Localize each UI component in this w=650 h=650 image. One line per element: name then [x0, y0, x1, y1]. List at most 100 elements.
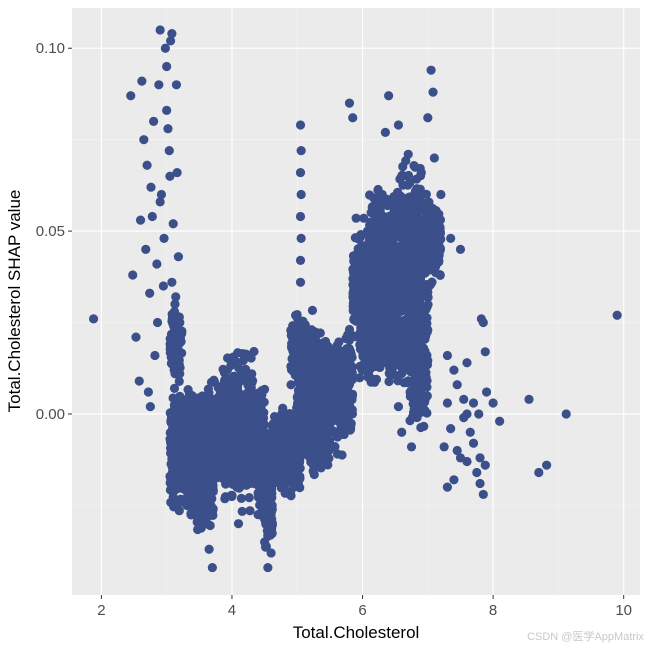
data-point — [218, 429, 228, 439]
data-point — [166, 412, 177, 423]
data-point — [395, 279, 405, 289]
data-point — [306, 457, 316, 467]
data-point — [194, 506, 204, 517]
data-point — [201, 399, 212, 409]
data-point — [184, 432, 194, 443]
data-point — [294, 440, 304, 450]
data-point — [168, 393, 178, 403]
data-point — [362, 320, 373, 330]
data-point — [397, 268, 408, 278]
data-point — [324, 402, 334, 412]
data-point — [298, 364, 308, 374]
data-point — [245, 506, 255, 516]
data-point — [228, 354, 238, 364]
data-point — [257, 385, 267, 396]
data-point — [324, 453, 334, 463]
data-point — [187, 399, 197, 409]
data-point — [379, 287, 389, 297]
data-point — [217, 449, 227, 459]
data-point — [338, 354, 349, 364]
data-point — [295, 342, 305, 352]
data-point — [230, 380, 241, 390]
data-point — [317, 371, 327, 382]
data-point — [225, 443, 235, 453]
data-point — [384, 376, 394, 387]
data-point — [169, 400, 179, 410]
data-point — [286, 380, 296, 390]
data-point — [366, 377, 376, 387]
data-point — [320, 433, 330, 443]
data-point — [297, 329, 307, 339]
data-point — [247, 461, 257, 472]
data-point — [217, 465, 228, 476]
data-point — [334, 397, 344, 407]
data-point — [316, 423, 326, 433]
data-point — [330, 428, 341, 438]
data-point — [185, 421, 195, 431]
data-point — [280, 488, 290, 498]
data-point — [236, 493, 247, 503]
data-point — [222, 365, 233, 375]
data-point — [329, 415, 339, 425]
data-point — [169, 466, 179, 476]
data-point — [292, 482, 302, 492]
data-point — [284, 464, 295, 474]
data-point — [392, 292, 402, 302]
data-point — [359, 358, 370, 368]
data-point — [332, 449, 343, 459]
data-point — [355, 327, 366, 337]
data-point — [373, 329, 383, 340]
data-point — [311, 348, 321, 359]
data-point — [274, 471, 284, 482]
data-point — [207, 503, 217, 513]
data-point — [362, 286, 372, 297]
data-point — [222, 409, 232, 420]
data-point — [249, 346, 259, 357]
data-point — [258, 423, 268, 434]
data-point — [292, 402, 303, 412]
data-point — [311, 360, 321, 370]
data-point — [224, 458, 234, 468]
data-point — [170, 485, 181, 495]
data-point — [350, 233, 360, 243]
data-point — [289, 355, 300, 365]
data-point — [193, 493, 203, 503]
data-point — [249, 421, 259, 431]
data-point — [192, 479, 202, 489]
data-points — [88, 25, 622, 573]
data-point — [174, 424, 184, 435]
data-point — [179, 462, 190, 472]
data-point — [341, 414, 351, 424]
data-point — [309, 335, 319, 345]
data-point — [201, 519, 211, 529]
data-point — [226, 490, 236, 500]
data-point — [304, 412, 314, 423]
data-point — [223, 380, 233, 390]
data-point — [172, 500, 182, 510]
data-point — [364, 308, 374, 319]
data-point — [280, 451, 290, 461]
data-point — [175, 394, 185, 404]
data-point — [278, 403, 288, 413]
data-point — [179, 481, 189, 491]
data-point — [208, 448, 218, 458]
data-point — [325, 389, 335, 399]
data-point — [302, 386, 312, 396]
data-point — [234, 363, 244, 373]
data-point — [378, 267, 388, 277]
data-point — [365, 328, 375, 338]
data-point — [205, 477, 215, 488]
data-point — [209, 377, 219, 387]
data-point — [207, 494, 217, 504]
data-point — [168, 447, 178, 457]
data-point — [193, 524, 203, 535]
data-point — [308, 466, 318, 476]
data-point — [207, 424, 217, 434]
data-point — [311, 443, 321, 453]
data-point — [262, 526, 272, 536]
data-point — [307, 305, 318, 315]
data-point — [229, 475, 239, 485]
data-point — [183, 385, 193, 395]
data-point — [292, 309, 302, 320]
